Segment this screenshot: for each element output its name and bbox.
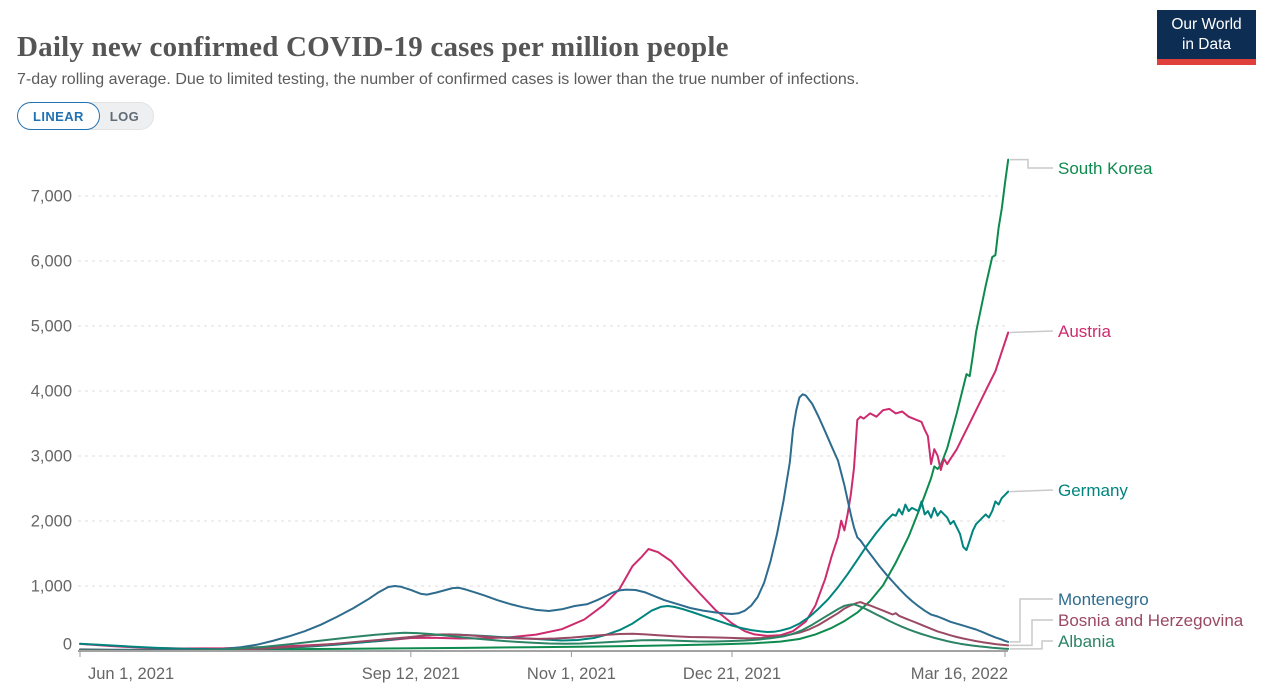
legend-label-bosnia-and-herzegovina[interactable]: Bosnia and Herzegovina — [1058, 611, 1244, 630]
linear-scale-button[interactable]: LINEAR — [17, 102, 100, 130]
x-axis-label: Jun 1, 2021 — [88, 665, 174, 683]
legend-connector-austria — [1009, 330, 1054, 334]
y-axis-label: 0 — [63, 636, 72, 654]
legend-connector-albania — [1010, 640, 1053, 650]
scale-toggle: LINEAR LOG — [17, 102, 155, 130]
series-line-albania[interactable] — [79, 603, 1010, 652]
x-axis-label: Nov 1, 2021 — [527, 665, 616, 683]
legend-label-montenegro[interactable]: Montenegro — [1058, 590, 1149, 609]
y-axis-label: 4,000 — [31, 383, 72, 401]
y-axis-label: 7,000 — [31, 188, 72, 206]
page-title: Daily new confirmed COVID-19 cases per m… — [17, 31, 729, 64]
x-axis-label: Dec 21, 2021 — [683, 665, 781, 683]
y-axis-label: 6,000 — [31, 253, 72, 271]
legend-label-germany[interactable]: Germany — [1058, 481, 1128, 500]
series-line-germany[interactable] — [79, 490, 1010, 651]
owid-logo-line1: Our World — [1171, 16, 1242, 33]
series-line-austria[interactable] — [79, 331, 1010, 650]
owid-logo[interactable]: Our World in Data — [1157, 10, 1256, 65]
legend-label-south-korea[interactable]: South Korea — [1058, 159, 1153, 178]
legend-connector-germany — [1009, 489, 1054, 493]
legend-label-austria[interactable]: Austria — [1058, 322, 1111, 341]
owid-logo-line2: in Data — [1181, 35, 1232, 53]
series-line-montenegro[interactable] — [79, 393, 1010, 651]
y-axis-label: 1,000 — [31, 578, 72, 596]
x-axis-label: Sep 12, 2021 — [362, 665, 460, 683]
legend-label-albania[interactable]: Albania — [1058, 632, 1115, 651]
legend-connector-south-korea — [1010, 158, 1053, 169]
y-axis-label: 2,000 — [31, 513, 72, 531]
chart-subtitle: 7-day rolling average. Due to limited te… — [17, 71, 860, 88]
legend-connector-montenegro — [1010, 598, 1053, 643]
x-axis-label: Mar 16, 2022 — [911, 665, 1008, 683]
y-axis-label: 5,000 — [31, 318, 72, 336]
legend-connector-bosnia-and-herzegovina — [1010, 619, 1053, 647]
series-line-south-korea[interactable] — [79, 158, 1010, 651]
y-axis-label: 3,000 — [31, 448, 72, 466]
